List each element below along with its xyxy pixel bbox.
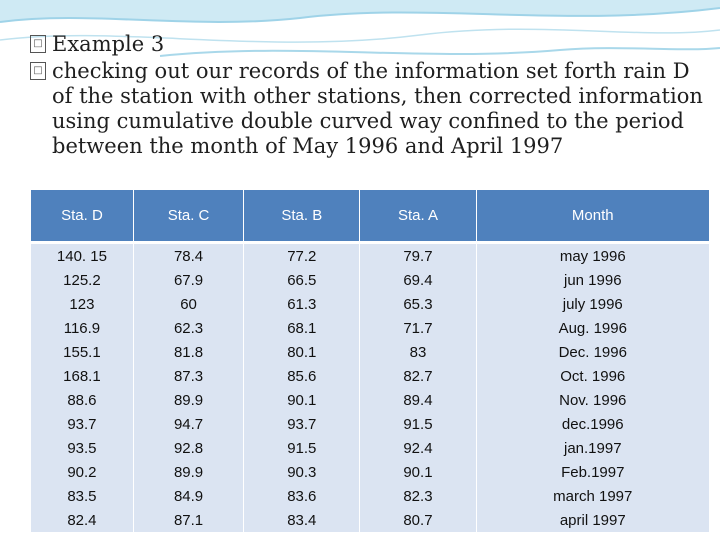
table-row: 83.5 84.9 83.6 82.3 march 1997 (30, 484, 711, 508)
table-body: 140. 15 78.4 77.2 79.7 may 1996 125.2 67.9 66.5… (30, 242, 711, 532)
cell-month: march 1997 (475, 484, 711, 508)
cell-sta-c: 67.9 (132, 268, 245, 292)
table-row: 140. 15 78.4 77.2 79.7 may 1996 (30, 242, 711, 268)
cell-sta-a: 65.3 (359, 292, 477, 316)
table-row: 155.1 81.8 80.1 83 Dec. 1996 (30, 340, 711, 364)
description-paragraph: □ checking out our records of the inform… (30, 59, 710, 159)
example-title-line: □ Example 3 (30, 32, 710, 57)
cell-sta-b: 83.4 (243, 508, 361, 532)
description-line: checking out our records of the informat… (52, 59, 690, 83)
cell-sta-c: 84.9 (132, 484, 245, 508)
cell-sta-c: 87.1 (132, 508, 245, 532)
cell-sta-c: 87.3 (132, 364, 245, 388)
cell-sta-d: 82.4 (30, 508, 134, 532)
cell-month: Dec. 1996 (475, 340, 711, 364)
cell-sta-d: 116.9 (30, 316, 134, 340)
description-line: between the month of May 1996 and April … (52, 134, 564, 158)
cell-sta-b: 66.5 (243, 268, 361, 292)
table-row: 93.7 94.7 93.7 91.5 dec.1996 (30, 412, 711, 436)
table-row: 82.4 87.1 83.4 80.7 april 1997 (30, 508, 711, 532)
cell-sta-d: 168.1 (30, 364, 134, 388)
square-bullet-icon: □ (30, 35, 46, 53)
table-row: 125.2 67.9 66.5 69.4 jun 1996 (30, 268, 711, 292)
cell-sta-d: 140. 15 (30, 242, 134, 268)
cell-sta-a: 92.4 (359, 436, 477, 460)
cell-sta-b: 91.5 (243, 436, 361, 460)
example-title: Example 3 (52, 32, 165, 56)
cell-sta-c: 92.8 (132, 436, 245, 460)
cell-month: april 1997 (475, 508, 711, 532)
cell-sta-d: 83.5 (30, 484, 134, 508)
cell-sta-a: 91.5 (359, 412, 477, 436)
cell-sta-d: 93.5 (30, 436, 134, 460)
cell-sta-c: 89.9 (132, 460, 245, 484)
cell-sta-b: 90.1 (243, 388, 361, 412)
square-bullet-icon: □ (30, 62, 46, 80)
cell-sta-c: 78.4 (132, 242, 245, 268)
cell-month: july 1996 (475, 292, 711, 316)
cell-sta-a: 83 (359, 340, 477, 364)
table-header-row: Sta. D Sta. C Sta. B Sta. A Month (30, 190, 711, 244)
cell-sta-b: 85.6 (243, 364, 361, 388)
cell-sta-c: 89.9 (132, 388, 245, 412)
cell-sta-a: 79.7 (359, 242, 477, 268)
cell-sta-c: 60 (132, 292, 245, 316)
header-sta-d: Sta. D (30, 190, 134, 244)
cell-month: Oct. 1996 (475, 364, 711, 388)
cell-month: Feb.1997 (475, 460, 711, 484)
table-row: 90.2 89.9 90.3 90.1 Feb.1997 (30, 460, 711, 484)
cell-month: jan.1997 (475, 436, 711, 460)
table-row: 168.1 87.3 85.6 82.7 Oct. 1996 (30, 364, 711, 388)
cell-sta-d: 155.1 (30, 340, 134, 364)
cell-month: Nov. 1996 (475, 388, 711, 412)
cell-sta-a: 90.1 (359, 460, 477, 484)
cell-sta-b: 77.2 (243, 242, 361, 268)
cell-sta-b: 61.3 (243, 292, 361, 316)
cell-sta-a: 82.3 (359, 484, 477, 508)
cell-sta-d: 125.2 (30, 268, 134, 292)
cell-sta-d: 90.2 (30, 460, 134, 484)
cell-month: may 1996 (475, 242, 711, 268)
cell-sta-b: 68.1 (243, 316, 361, 340)
cell-sta-b: 93.7 (243, 412, 361, 436)
cell-sta-c: 94.7 (132, 412, 245, 436)
cell-sta-a: 80.7 (359, 508, 477, 532)
cell-sta-d: 93.7 (30, 412, 134, 436)
table-row: 116.9 62.3 68.1 71.7 Aug. 1996 (30, 316, 711, 340)
cell-sta-c: 62.3 (132, 316, 245, 340)
header-month: Month (475, 190, 711, 244)
header-sta-c: Sta. C (132, 190, 245, 244)
header-sta-b: Sta. B (243, 190, 361, 244)
slide-text: □ Example 3 □ checking out our records o… (30, 32, 710, 159)
header-sta-a: Sta. A (359, 190, 477, 244)
cell-sta-a: 69.4 (359, 268, 477, 292)
cell-month: dec.1996 (475, 412, 711, 436)
cell-sta-a: 89.4 (359, 388, 477, 412)
description-line: using cumulative double curved way confi… (52, 109, 684, 133)
table-row: 93.5 92.8 91.5 92.4 jan.1997 (30, 436, 711, 460)
decorative-wave-banner (0, 0, 720, 57)
description-line: of the station with other stations, then… (52, 84, 703, 108)
cell-sta-c: 81.8 (132, 340, 245, 364)
cell-sta-a: 71.7 (359, 316, 477, 340)
cell-sta-b: 80.1 (243, 340, 361, 364)
table-row: 123 60 61.3 65.3 july 1996 (30, 292, 711, 316)
cell-month: Aug. 1996 (475, 316, 711, 340)
rainfall-data-table: Sta. D Sta. C Sta. B Sta. A Month 140. 1… (30, 190, 711, 532)
cell-sta-d: 123 (30, 292, 134, 316)
cell-month: jun 1996 (475, 268, 711, 292)
cell-sta-d: 88.6 (30, 388, 134, 412)
table-row: 88.6 89.9 90.1 89.4 Nov. 1996 (30, 388, 711, 412)
cell-sta-a: 82.7 (359, 364, 477, 388)
cell-sta-b: 90.3 (243, 460, 361, 484)
cell-sta-b: 83.6 (243, 484, 361, 508)
